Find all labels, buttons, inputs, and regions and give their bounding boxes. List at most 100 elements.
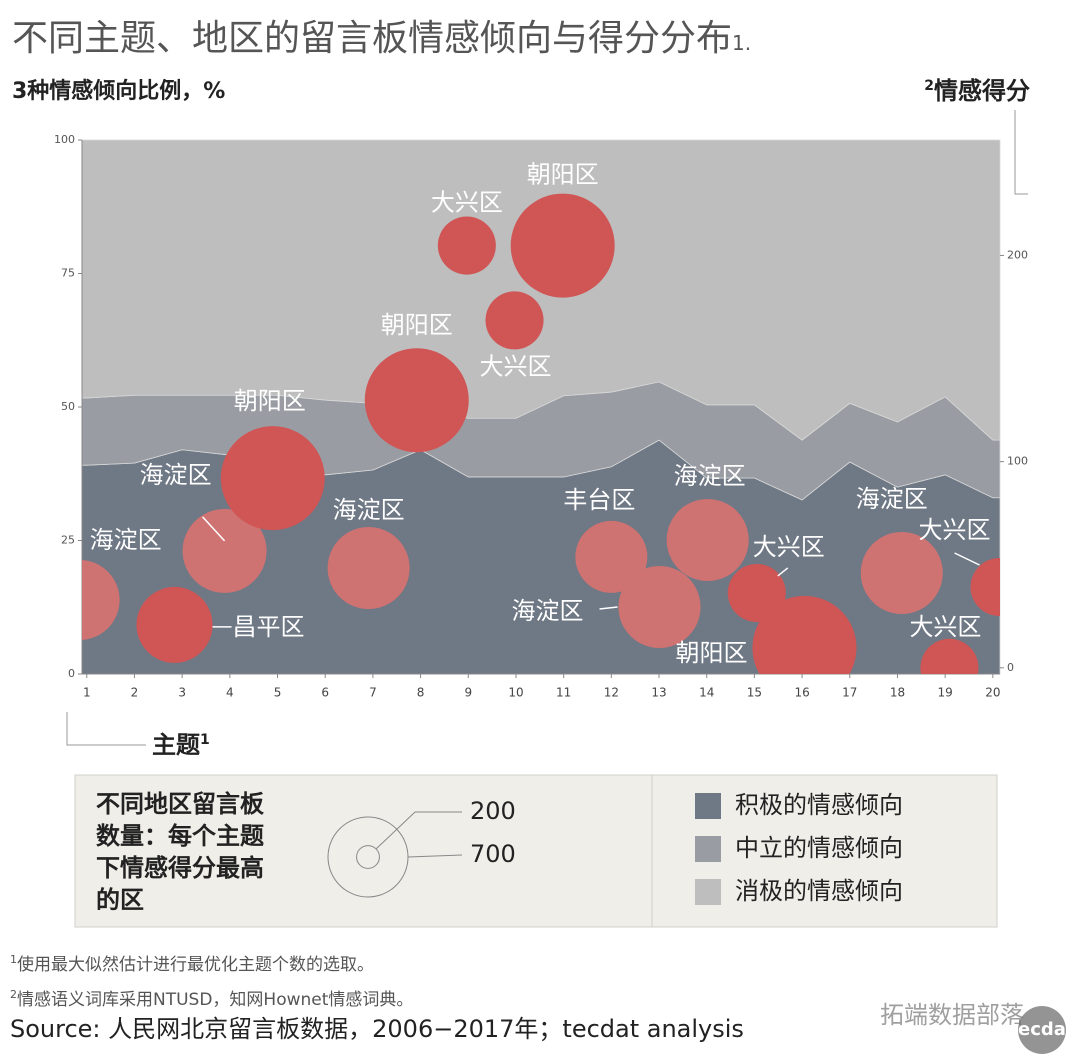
bubble-label: 朝阳区 [381,311,453,339]
x-tick-label: 1 [83,686,91,700]
bubble-label: 昌平区 [233,613,305,641]
bubble-label: 海淀区 [140,461,212,489]
bubble-label: 大兴区 [753,533,825,561]
bubble [920,638,979,674]
bubble [437,216,496,275]
title: 不同主题、地区的留言板情感倾向与得分分布1. [12,18,751,59]
size-legend-title: 不同地区留言板数量：每个主题下情感得分最高的区 [96,790,264,914]
bubble [510,193,615,298]
watermark: 拓端数据部落 [880,1001,1024,1029]
bubble-label: 大兴区 [919,516,991,544]
bubble [182,508,267,593]
bubble [364,348,469,453]
bubble-label: 海淀区 [90,526,162,554]
x-tick-label: 12 [604,686,619,700]
bubble-label: 海淀区 [674,462,746,490]
y2-tick-label: 200 [1007,248,1028,261]
label-leader [202,516,226,542]
bubble [136,586,213,663]
bubble [82,560,120,640]
legend-label: 消极的情感倾向 [735,877,903,905]
bubble [752,595,857,674]
bubble-label: 大兴区 [480,352,552,380]
x-tick-label: 20 [985,686,1000,700]
bubble [327,526,410,610]
label-leader [954,552,980,566]
bubble [575,520,648,593]
y-axis-label: 3种情感倾向比例，% [12,78,225,104]
x-tick-label: 14 [699,686,714,700]
legend-label: 中立的情感倾向 [735,834,903,862]
x-tick-label: 19 [938,686,953,700]
y-tick-label: 25 [61,534,75,547]
size-legend-circle [356,845,380,869]
x-tick-label: 4 [226,686,234,700]
title-note: 1. [732,31,751,55]
legend-swatch [695,836,721,862]
bubble-label: 大兴区 [909,613,981,641]
legend-swatch [695,879,721,905]
footnote-mark: 2 [10,988,17,1001]
y2-bracket [1014,110,1028,195]
size-legend-leader [375,811,462,850]
logo: tecdat [1009,1019,1075,1040]
y2-tick-label: 0 [1007,661,1014,674]
legend-swatch [695,793,721,819]
footnote: 2情感语义词库采用NTUSD，知网Hownet情感词典。 [10,988,413,1010]
bubbles [82,193,1000,674]
source: Source: 人民网北京留言板数据，2006−2017年；tecdat ana… [10,1015,744,1043]
x-tick-label: 8 [417,686,425,700]
size-legend-label: 200 [470,797,516,825]
x-tick-label: 9 [464,686,472,700]
x-tick-label: 17 [842,686,857,700]
footnote-text: 使用最大似然估计进行最优化主题个数的选取。 [17,954,374,975]
bubble [666,498,749,582]
bubble-label: 海淀区 [512,597,584,625]
x-axis-label: 主题1 [152,731,210,759]
y-tick-label: 75 [61,267,75,280]
bubble [860,531,943,615]
y-tick-label: 50 [61,400,75,413]
bubble-label: 朝阳区 [527,161,599,189]
bubble-label: 海淀区 [856,485,928,513]
bubble [618,565,701,649]
bubble-label: 海淀区 [333,496,405,524]
y2-tick-label: 100 [1007,455,1028,468]
bubble [485,291,544,350]
footnote-text: 情感语义词库采用NTUSD，知网Hownet情感词典。 [17,990,413,1010]
bubble-label: 朝阳区 [234,387,306,415]
title-text: 不同主题、地区的留言板情感倾向与得分分布 [12,18,732,59]
x-tick-label: 18 [890,686,905,700]
x-tick-label: 16 [794,686,809,700]
x-tick-label: 3 [178,686,186,700]
y2-axis-label: 2情感得分 [924,77,1030,105]
x-tick-label: 7 [369,686,377,700]
x-label-note: 1 [200,732,210,748]
legend-box [74,774,998,928]
y-tick-label: 0 [68,667,75,680]
bubble [727,563,786,623]
legend-label: 积极的情感倾向 [735,791,903,819]
label-leader [599,606,618,610]
size-legend-leader [407,854,463,858]
bubble [970,557,1000,617]
x-tick-label: 6 [321,686,329,700]
x-tick-label: 11 [556,686,571,700]
footnote-mark: 1 [10,953,17,966]
label-leader [777,567,789,577]
y-tick-label: 100 [54,133,75,146]
x-tick-label: 10 [508,686,523,700]
logo-badge [1018,1006,1066,1054]
size-legend-label: 700 [470,840,516,868]
x-label-text: 主题 [152,731,200,759]
bubble-label: 丰台区 [563,486,635,514]
footnote: 1使用最大似然估计进行最优化主题个数的选取。 [10,953,374,975]
bubble-label: 大兴区 [431,189,503,217]
x-tick-label: 15 [747,686,762,700]
y2-label-note: 2 [924,78,934,94]
y2-label-text: 情感得分 [934,77,1030,105]
